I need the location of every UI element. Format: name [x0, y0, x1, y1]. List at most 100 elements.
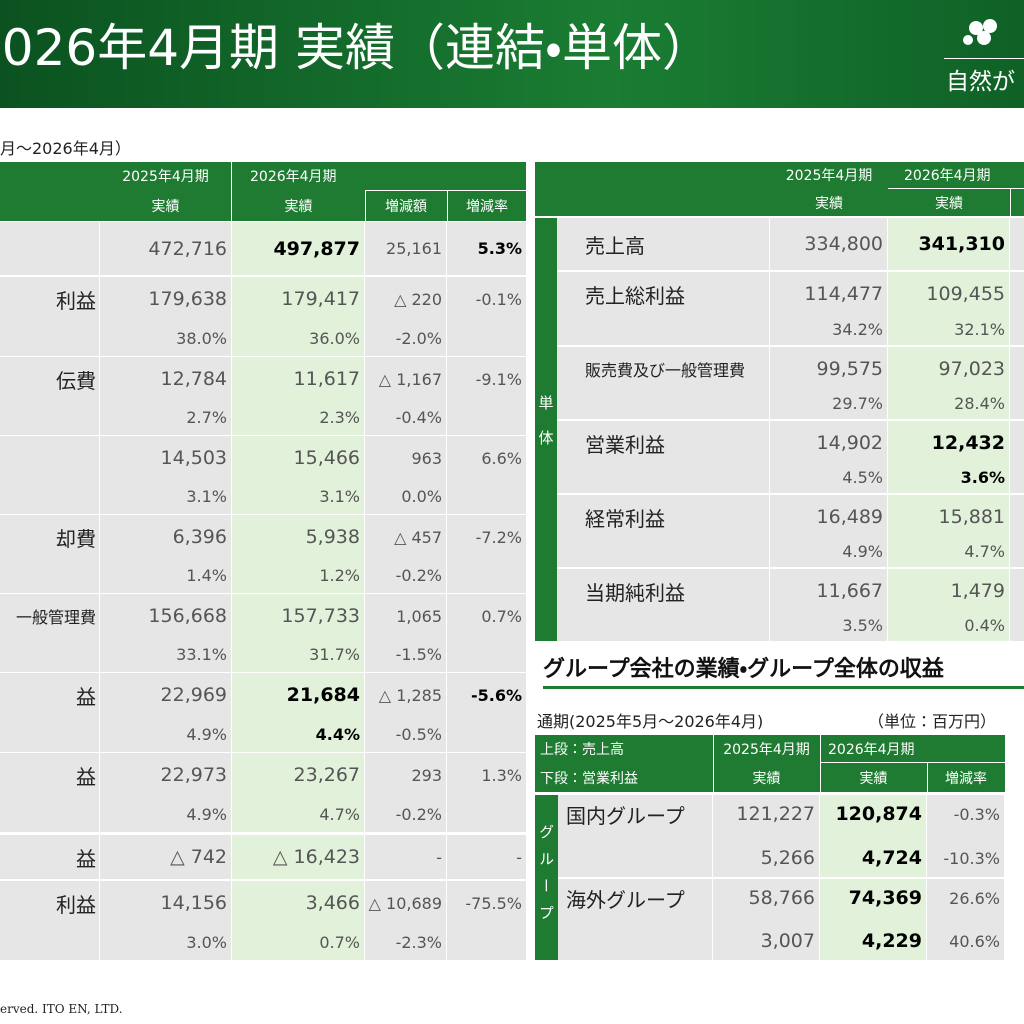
cell-bg [0, 881, 99, 960]
sub-value: 1.4% [186, 565, 227, 585]
cell-bg [365, 881, 446, 960]
value: 157,733 [281, 605, 360, 627]
cell-bg [232, 835, 364, 879]
value: 25,161 [386, 239, 442, 258]
sub-value: 3,007 [760, 930, 815, 952]
cell-bg [232, 673, 364, 752]
value: 6.6% [481, 448, 522, 468]
header-text: 増減率 [945, 770, 987, 787]
value: 114,477 [804, 283, 883, 305]
value: -5.6% [470, 685, 522, 705]
sub-value: 38.0% [176, 328, 227, 348]
header-text: 2025年4月期 [122, 169, 209, 185]
cell-bg [557, 569, 769, 641]
value: 1,065 [396, 606, 442, 626]
value: 58,766 [748, 887, 815, 909]
value: 5.3% [477, 239, 522, 258]
sub-value: 33.1% [176, 644, 227, 664]
header-text: 実績 [151, 199, 180, 215]
sub-value: 1.2% [319, 565, 360, 585]
value: 11,667 [816, 580, 883, 602]
cell-bg [0, 222, 99, 275]
value: 341,310 [918, 233, 1005, 255]
header-text: 2025年4月期 [785, 168, 873, 184]
header-text: 実績 [935, 195, 963, 212]
row-label: 益 [76, 684, 96, 709]
cell-bg [447, 515, 526, 593]
header-text: 実績 [284, 199, 313, 215]
value: 0.7% [481, 606, 522, 626]
value: △ 16,423 [272, 846, 360, 868]
sub-value: 28.4% [954, 393, 1005, 413]
slide-title: 2026年4月期 実績（連結・単体） [0, 19, 712, 77]
sub-value: -2.3% [395, 932, 442, 952]
sub-value: 32.1% [954, 319, 1005, 339]
cell-bg [447, 753, 526, 832]
cell-bg [100, 594, 231, 672]
cell-bg [100, 835, 231, 879]
sub-value: -0.2% [395, 804, 442, 824]
cell-bg [232, 357, 364, 435]
row-label: 益 [76, 846, 96, 871]
value: 74,369 [848, 887, 922, 909]
value: 472,716 [148, 237, 227, 260]
sub-value: 3.1% [319, 486, 360, 506]
sub-value: 34.2% [832, 319, 883, 339]
value: 15,466 [293, 447, 360, 469]
cell-bg [365, 835, 446, 879]
logo-mark [963, 19, 997, 45]
slogan: 自然が [946, 69, 1015, 95]
row-label: 却費 [56, 526, 96, 551]
sub-value: 4.7% [964, 541, 1005, 561]
cell-bg [365, 673, 446, 752]
value: -0.1% [475, 289, 522, 309]
divider [447, 190, 448, 221]
side-cell: グループ [535, 795, 558, 960]
cell-bg [447, 436, 526, 514]
cell-bg [770, 218, 887, 270]
sub-value: 0.4% [964, 615, 1005, 635]
sub-value: -0.4% [395, 407, 442, 427]
sub-value: 5,266 [760, 847, 815, 869]
header-cell [0, 162, 100, 221]
cell-bg [770, 272, 887, 345]
cell-bg [558, 795, 712, 877]
logo-rule [944, 58, 1024, 59]
side-cell: 単体 [535, 218, 557, 641]
value: 121,227 [736, 803, 815, 825]
cell-bg [888, 569, 1009, 641]
header-text: 2026年4月期 [828, 742, 915, 758]
sub-value: 31.7% [309, 644, 360, 664]
sub-value: 4.4% [315, 724, 360, 744]
sub-value: 4.7% [319, 804, 360, 824]
value: -0.3% [953, 804, 1000, 824]
sub-value: 4.5% [842, 467, 883, 487]
value: 97,023 [938, 358, 1005, 380]
cell-bg [888, 218, 1009, 270]
cell-bg [557, 272, 769, 345]
row-label: 伝費 [56, 368, 96, 393]
sub-value: 4.9% [186, 724, 227, 744]
cell-bg [365, 436, 446, 514]
value: 3,466 [305, 892, 360, 914]
period: 月～2026年4月） [0, 139, 131, 158]
value: - [516, 847, 522, 867]
row-label: 一般管理費 [15, 608, 96, 627]
value: △ 220 [394, 289, 442, 309]
section-title: グループ会社の業績・グループ全体の収益 [543, 657, 944, 682]
footer: erved. ITO EN, LTD. [0, 1002, 123, 1016]
value: 14,156 [160, 892, 227, 914]
row-label: 売上総利益 [585, 283, 685, 308]
cell-bg [888, 421, 1009, 493]
sub-value: 0.0% [401, 486, 442, 506]
sub-value: 29.7% [832, 393, 883, 413]
value: 1,479 [950, 580, 1005, 602]
value: 23,267 [293, 764, 360, 786]
cell-bg [100, 881, 231, 960]
cell-bg [447, 357, 526, 435]
cell-bg [100, 222, 231, 275]
value: 22,969 [160, 684, 227, 706]
cell-bg [888, 347, 1009, 419]
header-cell [232, 162, 526, 221]
row-label: 売上高 [585, 233, 645, 258]
